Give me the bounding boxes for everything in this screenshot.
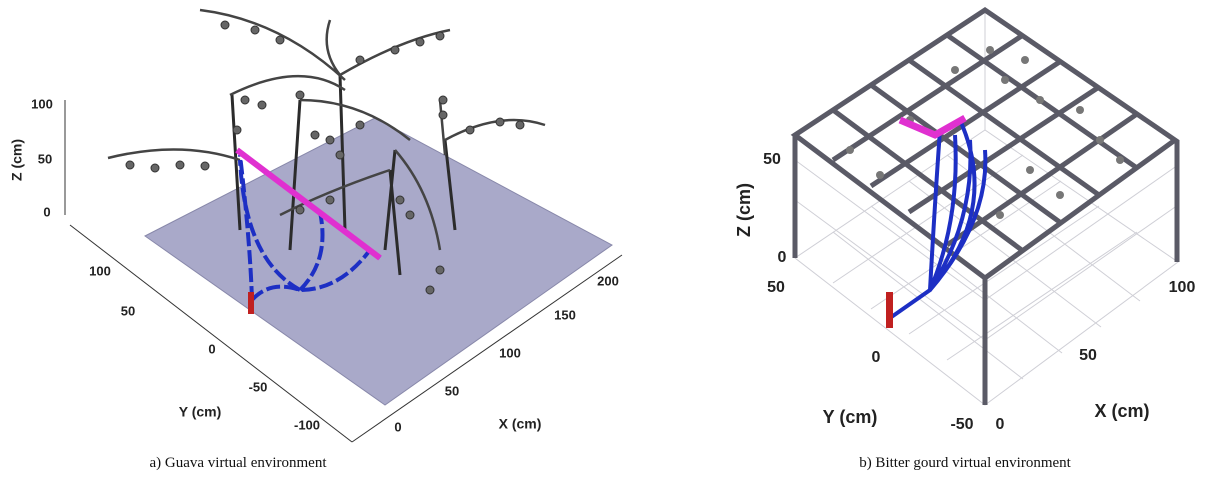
z-axis-label: Z (cm): [9, 139, 25, 181]
caption: b) Bitter gourd virtual environment: [859, 455, 1071, 471]
y-tick-label: 50: [767, 279, 785, 296]
x-tick-label: 200: [597, 273, 619, 288]
x-tick-label: 50: [445, 383, 459, 398]
base: [886, 292, 893, 328]
x-tick-label: 0: [996, 416, 1005, 433]
y-tick-label: 100: [89, 263, 111, 278]
x-axis-label: X (cm): [499, 416, 542, 432]
y-tick-label: 0: [208, 341, 215, 356]
y-tick-label: 0: [872, 349, 881, 366]
x-tick-label: 100: [1169, 279, 1196, 296]
panel-guava: 100 50 0 Z (cm) 100 50 0 -50 -100 Y (cm)…: [9, 10, 622, 471]
x-tick-label: 50: [1079, 347, 1097, 364]
z-tick-label: 50: [38, 151, 52, 166]
y-axis-label: Y (cm): [823, 407, 878, 427]
z-tick-label: 0: [778, 249, 787, 266]
x-tick-label: 0: [394, 419, 401, 434]
y-tick-label: 50: [121, 303, 135, 318]
ground-plane: [145, 118, 612, 405]
panel-bitter-gourd: 50 0 Z (cm) 50 0 -50 Y (cm) 0 50 100 X (…: [734, 10, 1196, 471]
y-tick-label: -50: [950, 416, 973, 433]
y-tick-label: -50: [249, 379, 268, 394]
z-tick-label: 100: [31, 96, 53, 111]
y-axis-label: Y (cm): [179, 404, 222, 420]
x-tick-label: 100: [499, 345, 521, 360]
x-axis-label: X (cm): [1094, 401, 1149, 421]
trellis-frame: [795, 10, 1177, 405]
caption: a) Guava virtual environment: [149, 455, 327, 471]
z-tick-label: 0: [43, 204, 50, 219]
y-tick-label: -100: [294, 417, 320, 432]
z-tick-label: 50: [763, 151, 781, 168]
base: [248, 292, 254, 314]
z-axis-label: Z (cm): [734, 183, 754, 237]
x-tick-label: 150: [554, 307, 576, 322]
figure: 100 50 0 Z (cm) 100 50 0 -50 -100 Y (cm)…: [0, 0, 1225, 477]
